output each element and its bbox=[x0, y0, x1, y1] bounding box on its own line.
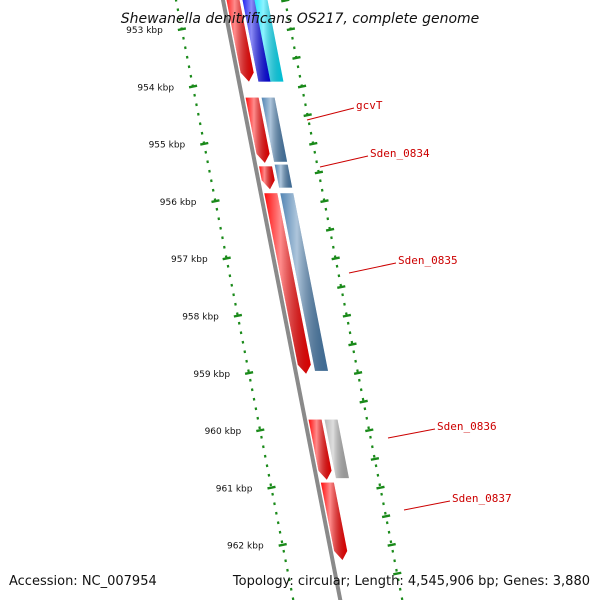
ruler-tick-label: 961 kbp bbox=[216, 484, 253, 494]
outer-track-tick bbox=[353, 371, 363, 375]
feature-highlight bbox=[261, 97, 288, 162]
ruler-major-tick bbox=[256, 428, 265, 433]
outer-track-tick bbox=[281, 0, 290, 3]
feature-labels: gcvT Sden_0834 Sden_0835 Sden_0836 Sden_0837 bbox=[306, 99, 512, 511]
feature-highlight bbox=[280, 193, 329, 371]
label-leader-line bbox=[403, 500, 451, 511]
accession-text: Accession: NC_007954 bbox=[9, 574, 157, 589]
feature-highlight bbox=[242, 0, 272, 82]
backbone-line bbox=[220, 0, 343, 600]
gene-label[interactable]: Sden_0836 bbox=[437, 420, 497, 433]
ruler-major-tick bbox=[188, 84, 198, 89]
outer-track-tick bbox=[370, 456, 380, 461]
gene-label[interactable]: Sden_0835 bbox=[398, 254, 458, 267]
outer-track-tick bbox=[365, 428, 374, 433]
outer-track-tick bbox=[337, 285, 346, 290]
outer-track-tick bbox=[376, 485, 385, 490]
outer-track-tick bbox=[303, 113, 312, 118]
ruler-tick-label: 959 kbp bbox=[193, 370, 230, 380]
outer-track-tick bbox=[387, 542, 396, 547]
ruler-major-tick bbox=[222, 256, 231, 261]
ruler-major-tick bbox=[278, 542, 287, 547]
feature-highlight bbox=[226, 0, 254, 82]
label-leader-line bbox=[387, 428, 436, 439]
outer-track-tick bbox=[309, 141, 318, 146]
outer-track-tick bbox=[320, 199, 329, 204]
ruler-major-tick bbox=[233, 313, 243, 318]
outer-track-tick bbox=[393, 571, 402, 576]
feature-highlight bbox=[259, 166, 275, 190]
gene-label[interactable]: Sden_0837 bbox=[452, 492, 512, 505]
ruler-tick-label: 955 kbp bbox=[149, 141, 186, 151]
feature-highlight bbox=[264, 193, 311, 374]
outer-track-tick bbox=[314, 170, 324, 175]
ruler-tick-label: 957 kbp bbox=[171, 255, 208, 265]
outer-track-tick bbox=[292, 55, 301, 60]
features bbox=[226, 0, 349, 561]
outer-track-tick bbox=[381, 514, 391, 519]
feature-highlight bbox=[254, 0, 284, 82]
ruler-tick-label: 960 kbp bbox=[205, 427, 242, 437]
genome-summary-text: Topology: circular; Length: 4,545,906 bp… bbox=[232, 574, 590, 589]
ruler-tick-label: 962 kbp bbox=[227, 542, 264, 552]
gene-label[interactable]: gcvT bbox=[356, 99, 383, 112]
ruler-major-tick bbox=[211, 199, 220, 204]
ruler-major-tick bbox=[177, 27, 187, 32]
label-leader-line bbox=[319, 155, 369, 168]
outer-track-tick bbox=[331, 256, 340, 261]
map-title: Shewanella denitrificans OS217, complete… bbox=[121, 11, 480, 27]
gene-label[interactable]: Sden_0834 bbox=[370, 147, 430, 160]
ruler-major-tick bbox=[244, 371, 254, 375]
ruler-major-tick bbox=[200, 141, 209, 146]
ruler-tick-label: 956 kbp bbox=[160, 198, 197, 208]
ruler-tick-label: 954 kbp bbox=[137, 83, 174, 93]
outer-track-tick bbox=[297, 84, 307, 89]
ruler-tick-label: 958 kbp bbox=[182, 313, 219, 323]
feature-highlight bbox=[245, 97, 270, 163]
outer-track-tick bbox=[359, 399, 368, 404]
outer-track-tick bbox=[286, 27, 296, 32]
outer-track-tick bbox=[348, 342, 357, 347]
ruler-major-tick bbox=[267, 485, 276, 490]
feature-highlight bbox=[324, 419, 349, 479]
feature-highlight bbox=[274, 164, 293, 188]
outer-track-tick bbox=[342, 313, 352, 318]
feature-highlight bbox=[308, 419, 332, 480]
backbone bbox=[220, 0, 343, 600]
ruler-ticks: 953 kbp 954 kbp 955 kbp 956 kbp 957 kbp 958 k… bbox=[126, 0, 404, 600]
label-leader-line bbox=[306, 107, 355, 121]
feature-highlight bbox=[320, 482, 348, 561]
ruler-tick-label: 953 kbp bbox=[126, 26, 163, 36]
label-leader-line bbox=[348, 262, 397, 274]
outer-track-tick bbox=[325, 227, 335, 232]
